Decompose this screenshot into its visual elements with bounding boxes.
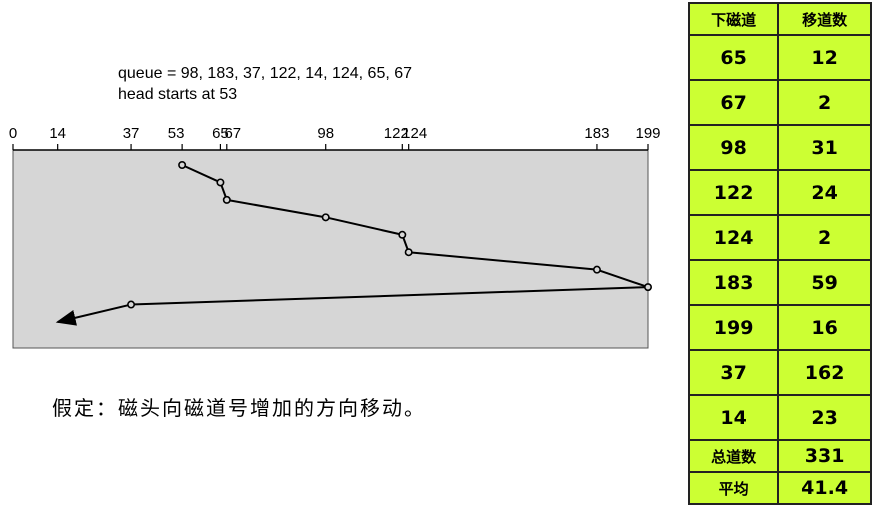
moves-cell: 16 bbox=[777, 304, 872, 351]
axis-tick-label: 67 bbox=[224, 125, 241, 142]
average-label: 平均 bbox=[687, 471, 780, 505]
table-row: 67 2 bbox=[687, 79, 872, 126]
path-point bbox=[404, 248, 413, 257]
path-point bbox=[127, 300, 136, 309]
track-cell: 199 bbox=[687, 304, 780, 351]
path-point bbox=[321, 213, 330, 222]
table-row: 122 24 bbox=[687, 169, 872, 216]
header-tracks-moved: 移道数 bbox=[777, 2, 872, 36]
moves-cell: 59 bbox=[777, 259, 872, 306]
moves-cell: 162 bbox=[777, 349, 872, 396]
axis-tick-label: 122 bbox=[384, 125, 409, 142]
path-segment bbox=[55, 303, 132, 326]
track-cell: 124 bbox=[687, 214, 780, 261]
average-value: 41.4 bbox=[777, 471, 872, 505]
path-segment bbox=[181, 164, 221, 184]
average-row: 平均 41.4 bbox=[687, 471, 872, 505]
queue-label: queue = 98, 183, 37, 122, 14, 124, 65, 6… bbox=[118, 65, 413, 82]
table-row: 183 59 bbox=[687, 259, 872, 306]
path-point bbox=[398, 230, 407, 239]
track-cell: 14 bbox=[687, 394, 780, 441]
track-cell: 183 bbox=[687, 259, 780, 306]
path-segment bbox=[325, 216, 403, 236]
axis-tick-label: 183 bbox=[584, 125, 609, 142]
axis-tick-label: 98 bbox=[317, 125, 334, 142]
moves-cell: 23 bbox=[777, 394, 872, 441]
track-cell: 65 bbox=[687, 34, 780, 81]
path-segment bbox=[131, 286, 649, 306]
moves-cell: 24 bbox=[777, 169, 872, 216]
moves-cell: 12 bbox=[777, 34, 872, 81]
track-cell: 122 bbox=[687, 169, 780, 216]
total-row: 总道数 331 bbox=[687, 439, 872, 473]
path-segment bbox=[596, 268, 649, 289]
axis-tick-label: 0 bbox=[9, 125, 17, 142]
header-next-track: 下磁道 bbox=[687, 2, 780, 36]
path-point bbox=[643, 283, 652, 292]
total-label: 总道数 bbox=[687, 439, 780, 473]
axis-tick-label: 37 bbox=[123, 125, 140, 142]
path-point bbox=[222, 195, 231, 204]
path-point bbox=[592, 265, 601, 274]
axis-tick-label: 199 bbox=[635, 125, 660, 142]
axis-tick-label: 65 bbox=[212, 125, 229, 142]
head-start-label: head starts at 53 bbox=[118, 86, 238, 103]
seek-table: 下磁道 移道数 65 12 67 2 98 31 122 24 124 2 18… bbox=[687, 2, 872, 505]
axis-tick-label: 53 bbox=[168, 125, 185, 142]
track-cell: 98 bbox=[687, 124, 780, 171]
moves-cell: 31 bbox=[777, 124, 872, 171]
head-movement-path bbox=[55, 161, 652, 326]
path-segment bbox=[408, 251, 598, 271]
table-row: 14 23 bbox=[687, 394, 872, 441]
table-row: 65 12 bbox=[687, 34, 872, 81]
table-row: 98 31 bbox=[687, 124, 872, 171]
path-segment bbox=[226, 198, 326, 219]
diagram-panel bbox=[12, 149, 649, 349]
queue-description: queue = 98, 183, 37, 122, 14, 124, 65, 6… bbox=[118, 63, 412, 105]
axis-tick-label: 124 bbox=[402, 125, 427, 142]
moves-cell: 2 bbox=[777, 214, 872, 261]
path-point bbox=[216, 178, 225, 187]
assumption-text: 假定：磁头向磁道号增加的方向移动。 bbox=[52, 396, 426, 420]
table-row: 199 16 bbox=[687, 304, 872, 351]
total-value: 331 bbox=[777, 439, 872, 473]
moves-cell: 2 bbox=[777, 79, 872, 126]
path-point bbox=[178, 161, 187, 170]
axis-tick-label: 14 bbox=[49, 125, 66, 142]
track-cell: 37 bbox=[687, 349, 780, 396]
table-row: 37 162 bbox=[687, 349, 872, 396]
track-cell: 67 bbox=[687, 79, 780, 126]
table-row: 124 2 bbox=[687, 214, 872, 261]
